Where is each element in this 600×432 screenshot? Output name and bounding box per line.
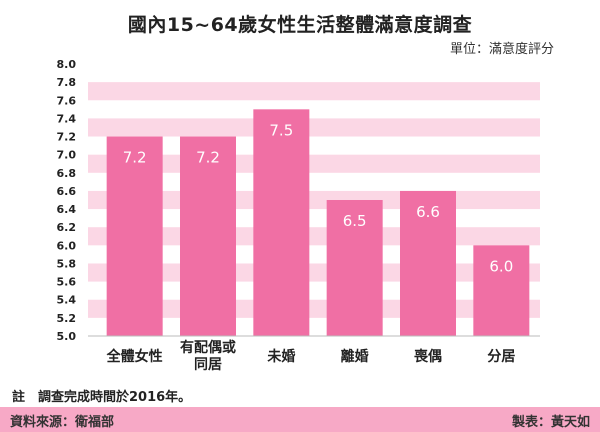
y-tick-label: 6.8: [57, 167, 77, 180]
grid-band: [88, 82, 540, 101]
x-category-label: 分居: [487, 349, 515, 365]
x-category-label: 離婚: [341, 348, 369, 365]
y-tick-label: 6.0: [57, 239, 77, 252]
bar: [106, 136, 163, 336]
bar-value-label: 6.0: [489, 257, 513, 275]
x-category-label: 未婚: [267, 348, 295, 365]
source-credit: 資料來源：衛福部: [10, 415, 115, 430]
bar: [473, 245, 530, 336]
bar: [400, 190, 456, 336]
y-tick-label: 7.0: [57, 149, 77, 162]
y-tick-label: 7.6: [57, 94, 77, 107]
bar: [253, 109, 310, 336]
bar-value-label: 7.2: [123, 149, 147, 167]
x-category-label: 同居: [194, 357, 222, 373]
survey-note: 註 調查完成時間於2016年。: [12, 390, 192, 405]
bar-value-label: 6.5: [343, 212, 367, 230]
y-tick-label: 5.8: [57, 257, 77, 270]
y-tick-label: 6.2: [57, 221, 77, 234]
y-tick-label: 6.4: [57, 203, 77, 216]
x-category-label: 全體女性: [106, 348, 163, 365]
bar-chart: 5.0 5.2 5.4 5.6 5.8 6.0 6.2 6.4 6.6 6.8 7.0 7.2 7.4 7…: [57, 58, 540, 373]
unit-label: 單位：滿意度評分: [449, 42, 554, 57]
chart-title: 國內15~64歲女性生活整體滿意度調查: [127, 14, 473, 36]
maker-credit: 製表：黃天如: [511, 415, 590, 430]
x-category-label: 喪偶: [414, 348, 442, 365]
bar: [180, 136, 236, 336]
y-tick-label: 8.0: [57, 58, 77, 71]
y-tick-label: 5.0: [57, 330, 77, 343]
bar-value-label: 7.5: [269, 121, 293, 139]
bar-value-label: 7.2: [196, 149, 220, 167]
bar: [326, 200, 383, 336]
y-tick-label: 5.2: [57, 312, 77, 325]
y-tick-label: 6.6: [57, 185, 77, 198]
y-tick-label: 7.8: [57, 76, 77, 89]
grid-band: [88, 118, 540, 137]
bar-value-label: 6.6: [416, 203, 440, 221]
y-tick-label: 7.2: [57, 131, 77, 144]
footer-bar: 資料來源：衛福部 製表：黃天如: [0, 407, 600, 432]
y-tick-label: 5.6: [57, 276, 77, 289]
y-tick-label: 7.4: [57, 112, 77, 125]
y-tick-label: 5.4: [57, 294, 77, 307]
x-category-label: 有配偶或: [180, 339, 236, 356]
